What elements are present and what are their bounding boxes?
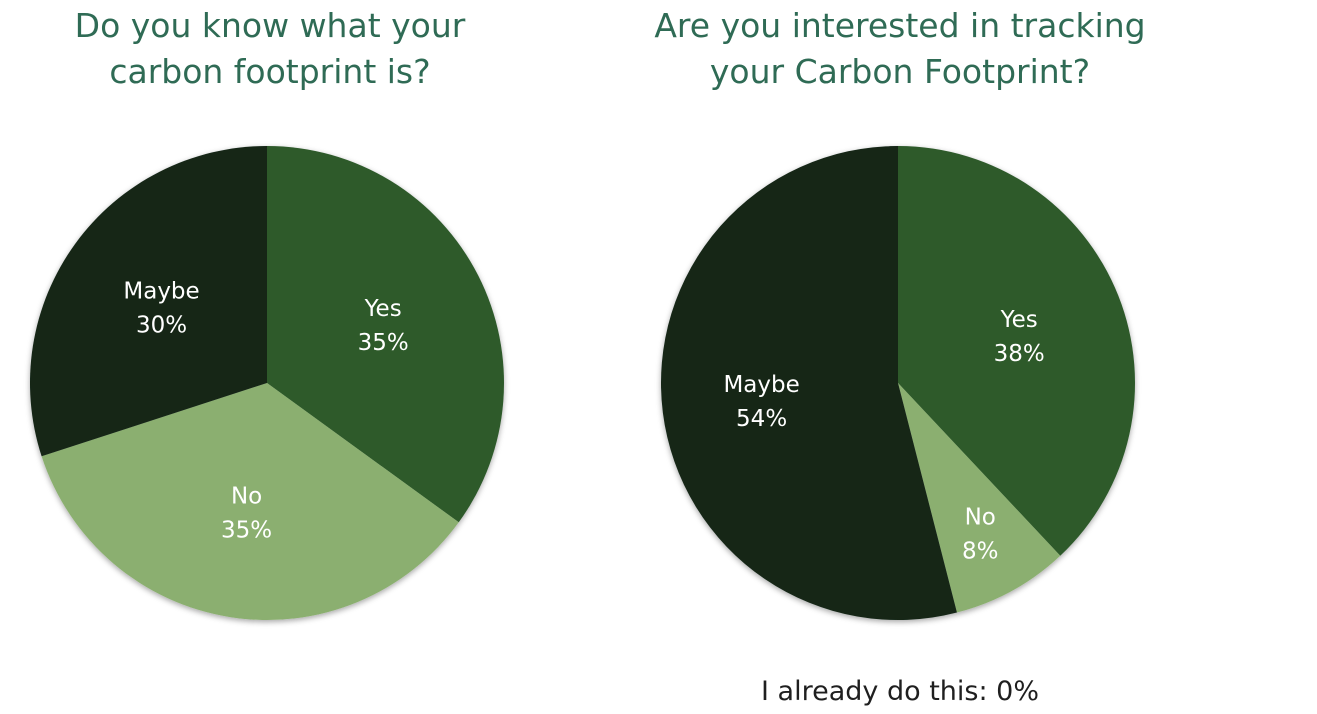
pie-1-wedges — [29, 146, 504, 620]
pie-2-label-maybe: Maybe 54% — [723, 372, 799, 432]
chart-2-title-line-1: Are you interested in tracking — [654, 6, 1146, 45]
chart-2-note: I already do this: 0% — [761, 676, 1039, 707]
pie-1-label-maybe: Maybe 30% — [123, 278, 199, 338]
pie-2-slice-no — [898, 383, 1061, 613]
chart-2-title-line-2: your Carbon Footprint? — [709, 52, 1091, 91]
chart-1-title-line-2: carbon footprint is? — [109, 52, 431, 91]
pie-1-slice-no — [41, 383, 459, 620]
pie-2-slice-maybe — [660, 146, 957, 620]
pie-1-label-yes: Yes 35% — [358, 296, 409, 356]
chart-1-title-line-1: Do you know what your — [74, 6, 466, 45]
pie-2-label-no: No 8% — [962, 505, 999, 565]
pie-chart-2: Yes 38% No 8% Maybe 54% — [660, 146, 1135, 620]
pie-1-slice-maybe — [29, 146, 267, 457]
pie-2-label-yes: Yes 38% — [994, 307, 1045, 367]
pie-2-slice-yes — [898, 146, 1135, 556]
chart-1-title: Do you know what your carbon footprint i… — [20, 3, 520, 95]
pie-1-slice-yes — [267, 146, 504, 523]
pie-chart-1: Yes 35% No 35% Maybe 30% — [29, 146, 504, 620]
pie-2-wedges — [660, 146, 1135, 620]
chart-2-title: Are you interested in tracking your Carb… — [600, 3, 1200, 95]
pie-1-label-no: No 35% — [221, 484, 272, 544]
